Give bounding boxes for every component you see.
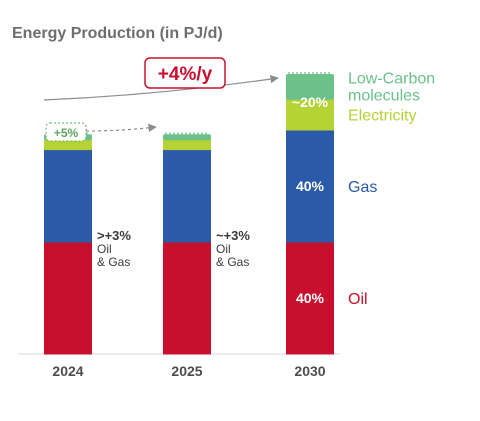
bar-2025-gas (163, 149, 211, 243)
annotation-2024-line-2: & Gas (97, 255, 130, 269)
legend-electricity: Electricity (348, 108, 416, 125)
chart-title: Energy Production (in PJ/d) (12, 25, 223, 42)
annotation-2024-line-1: Oil (97, 242, 112, 256)
bar-2030-gas (286, 130, 334, 243)
annotation-2024-line-0: >+3% (97, 228, 131, 243)
bar-2024-oil (44, 242, 92, 355)
segment-label-2030-gas: 40% (296, 178, 325, 194)
growth-badge-label: +4%/y (158, 64, 213, 85)
annotation-2025-line-0: ~+3% (216, 228, 250, 243)
bar-2030-low-carbon-molecules (286, 74, 334, 100)
legend-low-carbon-molecules-line-1: molecules (348, 88, 420, 105)
legend-low-carbon-molecules-line-0: Low-Carbon (348, 71, 435, 88)
annotation-2025-line-1: Oil (216, 242, 231, 256)
segment-label-2030-low-carbon-molecules: ~20% (292, 94, 329, 110)
bar-2024-electricity (44, 139, 92, 151)
growth-badge-box (144, 57, 226, 89)
growth-arrow (43, 74, 279, 101)
small-badge-label: +5% (54, 126, 79, 140)
annotation-2025-line-2: & Gas (216, 255, 249, 269)
x-tick-label-2024: 2024 (52, 363, 83, 379)
small-badge: +5% (45, 122, 87, 142)
bar-2024-gas (44, 149, 92, 243)
bar-2030-electricity (286, 99, 334, 131)
bar-2025-oil (163, 242, 211, 355)
legend-gas-line-0: Gas (348, 179, 377, 196)
annotation-2025: ~+3%Oil& Gas (216, 228, 250, 269)
legend-oil-line-0: Oil (348, 291, 368, 308)
legend-electricity-line-0: Electricity (348, 108, 416, 125)
bar-2025-electricity (163, 139, 211, 151)
legend-oil: Oil (348, 291, 368, 308)
segment-label-2030-oil: 40% (296, 290, 325, 306)
bar-2030-oil (286, 242, 334, 355)
legend-gas: Gas (348, 179, 377, 196)
small-badge-box (45, 122, 87, 142)
annotation-2024: >+3%Oil& Gas (97, 228, 131, 269)
growth-badge: +4%/y (144, 57, 226, 89)
bar-2025-low-carbon-molecules (163, 134, 211, 141)
small-growth-arrow (85, 123, 157, 133)
x-tick-label-2030: 2030 (294, 363, 325, 379)
x-tick-label-2025: 2025 (171, 363, 202, 379)
